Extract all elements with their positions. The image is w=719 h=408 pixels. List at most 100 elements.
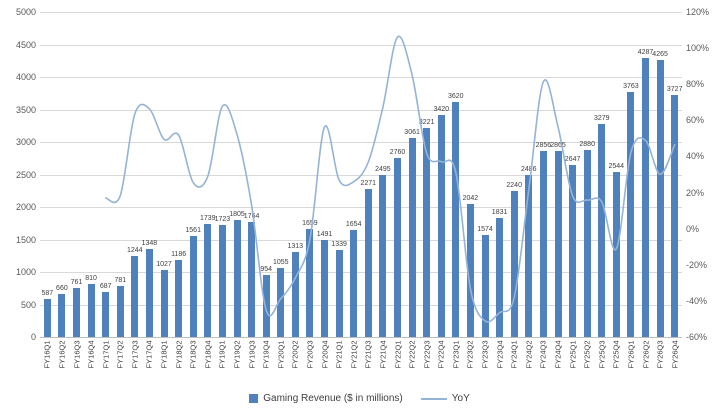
y-axis-right-tick: -40% <box>686 295 708 306</box>
x-axis-tick: FY25Q3 <box>597 340 607 369</box>
x-axis-tick: FY20Q1 <box>276 340 286 369</box>
x-axis-tick: FY16Q4 <box>86 340 96 369</box>
x-axis-tick: FY22Q2 <box>407 340 417 369</box>
bar-value-label: 3221 <box>418 118 435 126</box>
x-axis-tick: FY22Q1 <box>393 340 402 369</box>
x-axis-tick: FY26Q1 <box>626 340 636 369</box>
y-axis-left-tick: 2500 <box>15 169 36 180</box>
bar-FY23Q3 <box>481 234 489 337</box>
x-axis-tick: FY22Q3 <box>422 340 432 369</box>
bar-value-label: 3620 <box>448 92 464 100</box>
bar-FY20Q1 <box>277 268 285 337</box>
bar-FY22Q1 <box>394 157 401 337</box>
bar-FY24Q3 <box>539 151 547 337</box>
bar-value-label: 2865 <box>550 141 566 149</box>
bar-value-label: 761 <box>70 278 83 286</box>
y-axis-left-tick: 2000 <box>15 202 36 212</box>
x-axis-tick: FY19Q3 <box>247 340 257 369</box>
x-axis-tick: FY26Q3 <box>655 340 665 369</box>
y-axis-right-tick: 60% <box>686 115 705 126</box>
x-axis-tick: FY21Q3 <box>363 340 373 369</box>
bar-value-label: 1659 <box>302 220 318 228</box>
bar-FY17Q1 <box>102 292 110 337</box>
gridline <box>40 12 682 13</box>
y-axis-right-tick: -20% <box>686 259 708 270</box>
legend-label-yoy: YoY <box>451 393 470 404</box>
bar-value-label: 3061 <box>404 129 420 136</box>
legend-label-revenue: Gaming Revenue ($ in millions) <box>263 393 403 404</box>
bar-FY22Q3 <box>423 127 431 337</box>
bar-FY21Q4 <box>379 174 387 337</box>
bar-FY16Q3 <box>73 287 80 337</box>
bar-value-label: 810 <box>85 275 97 283</box>
bar-swatch-icon <box>249 394 259 403</box>
x-axis-tick: FY18Q4 <box>203 340 213 369</box>
x-axis-tick: FY19Q2 <box>232 340 242 369</box>
bar-value-label: 1339 <box>331 241 347 248</box>
bar-value-label: 2271 <box>360 180 377 188</box>
y-axis-right-tick: 100% <box>686 43 710 54</box>
x-axis-tick: FY21Q4 <box>378 340 388 369</box>
bar-FY18Q2 <box>175 259 183 337</box>
y-axis-right-tick: -60% <box>686 332 708 342</box>
bar-value-label: 1574 <box>477 225 493 233</box>
x-axis-tick: FY24Q3 <box>538 340 548 369</box>
bar-FY18Q4 <box>204 224 212 337</box>
x-axis-tick: FY18Q1 <box>159 340 169 369</box>
legend: Gaming Revenue ($ in millions) YoY <box>0 393 719 404</box>
bar-FY22Q4 <box>437 114 445 337</box>
x-axis-tick: FY19Q1 <box>217 340 227 369</box>
y-axis-right-tick: 0% <box>686 223 700 234</box>
bar-value-label: 1561 <box>185 226 201 234</box>
gridline <box>40 77 682 78</box>
bar-value-label: 1027 <box>156 261 172 269</box>
bar-value-label: 2240 <box>506 182 522 190</box>
x-axis-tick: FY26Q4 <box>670 340 680 369</box>
x-axis-tick: FY24Q1 <box>509 340 519 369</box>
y-axis-left-tick: 3500 <box>15 104 36 115</box>
bar-FY17Q2 <box>116 286 124 337</box>
bar-value-label: 660 <box>56 285 68 293</box>
bar-value-label: 3763 <box>623 83 639 91</box>
bar-FY19Q4 <box>262 275 270 337</box>
bar-value-label: 2760 <box>389 148 406 156</box>
bar-FY18Q1 <box>160 270 168 337</box>
bar-FY19Q3 <box>248 222 256 337</box>
y-axis-left-tick: 500 <box>20 299 36 310</box>
bar-FY26Q4 <box>671 94 679 337</box>
bar-value-label: 1348 <box>141 240 158 248</box>
y-axis-left-tick: 4500 <box>15 39 36 50</box>
x-axis-tick: FY17Q4 <box>144 340 154 369</box>
bar-FY19Q1 <box>218 225 226 337</box>
bar-value-label: 1186 <box>171 250 187 258</box>
bar-FY16Q2 <box>58 294 66 337</box>
bar-FY25Q4 <box>612 171 620 337</box>
gridline <box>40 109 682 111</box>
bar-FY25Q3 <box>598 123 606 337</box>
bar-value-label: 1491 <box>316 231 333 239</box>
y-axis-left-tick: 5000 <box>15 7 36 17</box>
x-axis-tick: FY25Q2 <box>582 340 592 369</box>
y-axis-left-tick: 3000 <box>15 137 36 147</box>
x-axis-tick: FY18Q2 <box>174 340 184 369</box>
bar-FY17Q3 <box>131 256 139 337</box>
bar-value-label: 2486 <box>521 166 537 174</box>
x-axis-tick: FY18Q3 <box>188 340 198 369</box>
bar-FY20Q4 <box>321 240 328 337</box>
bar-value-label: 1055 <box>273 259 289 267</box>
line-swatch-icon <box>420 397 447 400</box>
y-axis-left-tick: 1000 <box>15 267 36 277</box>
y-axis-left-tick: 1500 <box>15 234 36 245</box>
legend-item-revenue: Gaming Revenue ($ in millions) <box>249 393 403 404</box>
x-axis-tick: FY25Q1 <box>568 340 578 369</box>
x-axis-tick: FY23Q3 <box>480 340 490 369</box>
x-axis-tick: FY19Q4 <box>261 340 271 369</box>
y-axis-right-tick: 80% <box>686 79 705 90</box>
x-axis-tick: FY22Q4 <box>436 340 446 369</box>
x-axis-tick: FY17Q3 <box>130 340 140 369</box>
bar-FY23Q1 <box>452 101 460 337</box>
bar-value-label: 2647 <box>564 155 581 163</box>
x-axis-tick: FY24Q2 <box>524 340 534 369</box>
bar-FY25Q2 <box>583 149 591 337</box>
bar-value-label: 2544 <box>608 162 625 170</box>
